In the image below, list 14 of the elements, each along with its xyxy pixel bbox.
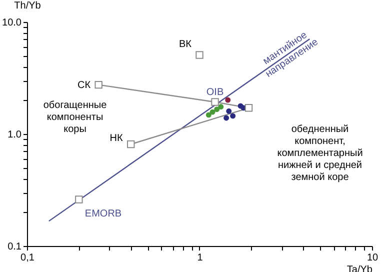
y-tick-label: 10.0 bbox=[2, 18, 22, 28]
annotation: СК bbox=[78, 80, 91, 91]
y-tick-label: 1.0 bbox=[8, 130, 22, 140]
x-tick-label: 10 bbox=[366, 252, 378, 264]
annotation: ВК bbox=[179, 39, 192, 50]
annotation: OIB bbox=[206, 87, 224, 98]
x-tick-label: 0,1 bbox=[20, 252, 35, 264]
annotation: EMORB bbox=[84, 208, 122, 220]
annotation: НК bbox=[110, 133, 124, 144]
y-axis-title: Th/Yb bbox=[14, 0, 42, 12]
y-tick-label: 0.1 bbox=[8, 242, 22, 252]
annotation: обедненный компонент, комплементарный нижней и средней земной коре bbox=[277, 124, 363, 183]
x-tick-label: 1 bbox=[197, 252, 204, 264]
annotation: обогащенные компоненты коры bbox=[43, 100, 108, 135]
